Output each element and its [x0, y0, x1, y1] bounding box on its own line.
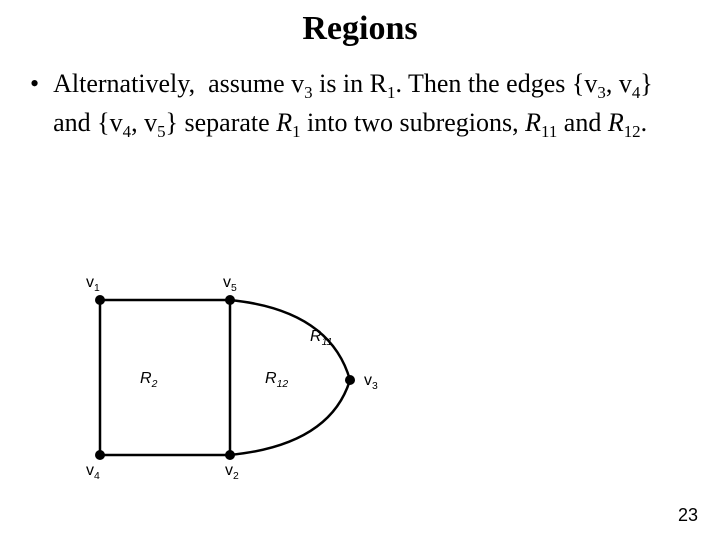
vertex-label: v5: [223, 274, 237, 294]
region-label: R2: [140, 370, 157, 390]
diagram-svg: [70, 280, 470, 510]
bullet-text: • Alternatively, assume v3 is in R1. The…: [0, 48, 720, 144]
vertex-label: v3: [364, 372, 378, 392]
vertex-label: v2: [225, 462, 239, 482]
bullet-content: Alternatively, assume v3 is in R1. Then …: [53, 66, 690, 144]
graph-diagram: v1v5v4v2v3R2R11R12: [70, 280, 470, 510]
page-number: 23: [678, 505, 698, 526]
vertex-label: v4: [86, 462, 100, 482]
slide-title: Regions: [0, 0, 720, 48]
vertex-label: v1: [86, 274, 100, 294]
region-label: R12: [265, 370, 288, 390]
bullet-marker: •: [30, 66, 53, 144]
region-label: R11: [310, 328, 332, 348]
